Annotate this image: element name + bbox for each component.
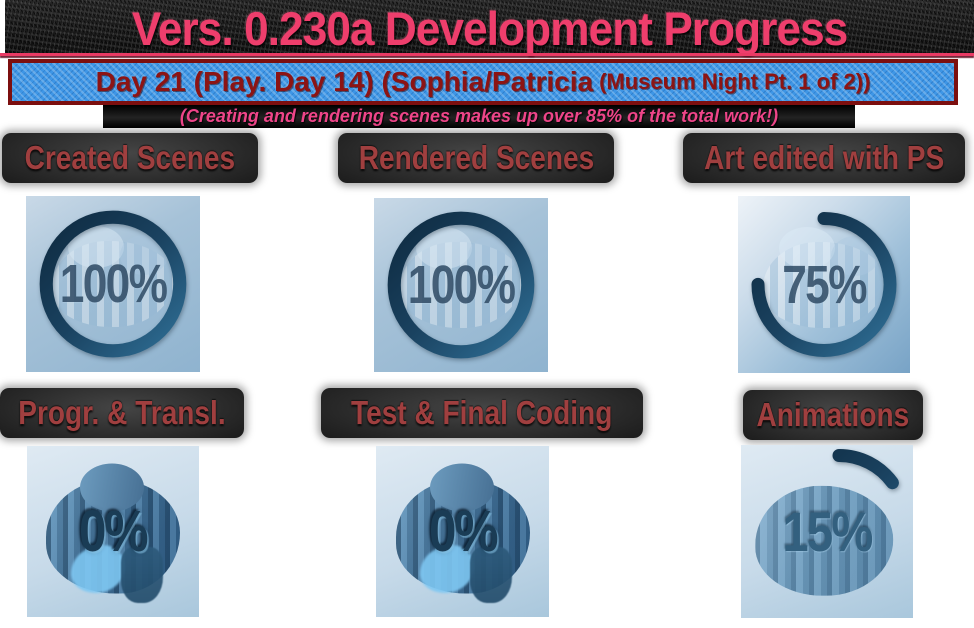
- note-strip: (Creating and rendering scenes makes up …: [103, 105, 855, 128]
- panel-label-text: Test & Final Coding: [351, 394, 613, 431]
- percent-value: 15%: [782, 500, 873, 563]
- percent-value: 100%: [59, 254, 168, 314]
- cloud-shadow: [121, 547, 163, 603]
- percent-value: 0%: [79, 499, 149, 564]
- note-text: (Creating and rendering scenes makes up …: [179, 106, 779, 126]
- cloud-highlight: [71, 545, 125, 593]
- panel-label-animations: Animations: [743, 390, 923, 440]
- percent-value: 100%: [407, 255, 516, 315]
- panel-label-progr-transl: Progr. & Transl.: [0, 388, 244, 438]
- subtitle-detail: (Museum Night Pt. 1 of 2)): [599, 69, 871, 94]
- cloud-graphic: [52, 226, 174, 327]
- panel-label-text: Animations: [756, 396, 910, 433]
- panel-label-text: Created Scenes: [24, 139, 236, 176]
- panel-label-art-edited: Art edited with PS: [683, 133, 965, 183]
- cloud-highlight: [420, 545, 474, 593]
- gauge-progr-transl: 0%: [27, 446, 199, 617]
- panel-label-created-scenes: Created Scenes: [2, 133, 258, 183]
- panel-label-text: Progr. & Transl.: [18, 394, 226, 431]
- gauge-art-edited: 75%: [738, 196, 910, 373]
- progress-ring: [39, 210, 187, 358]
- percent-value: 0%: [428, 499, 499, 564]
- progress-ring: [387, 211, 535, 359]
- subtitle-main: Day 21 (Play. Day 14) (Sophia/Patricia: [95, 66, 594, 97]
- subtitle-banner: Day 21 (Play. Day 14) (Sophia/Patricia (…: [8, 59, 958, 105]
- page-title: Vers. 0.230a Development Progress: [131, 1, 848, 55]
- panel-label-text: Rendered Scenes: [358, 139, 594, 176]
- percent-value: 75%: [782, 254, 867, 315]
- progress-ring: [766, 449, 912, 594]
- gauge-rendered-scenes: 100%: [374, 198, 548, 372]
- gauge-animations: 15%: [741, 445, 913, 618]
- title-underline: [0, 53, 974, 56]
- gauge-created-scenes: 100%: [26, 196, 200, 372]
- panel-label-text: Art edited with PS: [704, 139, 945, 176]
- title-bar: Vers. 0.230a Development Progress: [5, 0, 974, 56]
- panel-label-rendered-scenes: Rendered Scenes: [338, 133, 614, 183]
- progress-ring: [751, 212, 897, 357]
- cloud-graphic: [755, 485, 894, 596]
- gauge-test-final-coding: 0%: [376, 446, 549, 617]
- panel-label-test-final-coding: Test & Final Coding: [321, 388, 643, 438]
- cloud-shadow: [470, 547, 512, 603]
